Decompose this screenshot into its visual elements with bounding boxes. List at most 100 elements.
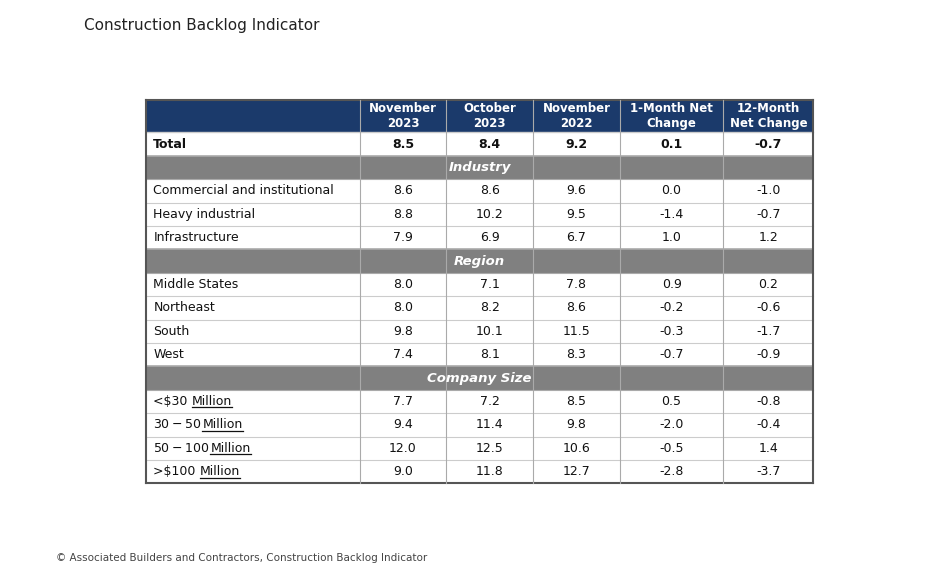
Text: November
2022: November 2022 <box>543 102 610 130</box>
Text: 0.0: 0.0 <box>662 185 681 198</box>
Text: >$100: >$100 <box>154 465 199 478</box>
Bar <box>146 343 813 367</box>
Text: 8.8: 8.8 <box>393 208 413 221</box>
Text: 1-Month Net
Change: 1-Month Net Change <box>630 102 713 130</box>
Bar <box>146 132 813 156</box>
Text: Total: Total <box>154 138 187 151</box>
Text: $30-$50: $30-$50 <box>154 418 202 431</box>
Bar <box>146 296 813 320</box>
Text: Heavy industrial: Heavy industrial <box>154 208 256 221</box>
Text: 7.7: 7.7 <box>393 395 413 408</box>
Bar <box>146 100 813 132</box>
Text: 1.0: 1.0 <box>662 231 681 244</box>
Text: 12.0: 12.0 <box>389 442 417 455</box>
Text: 11.8: 11.8 <box>475 465 504 478</box>
Text: Commercial and institutional: Commercial and institutional <box>154 185 334 198</box>
Text: 8.6: 8.6 <box>480 185 500 198</box>
Text: <$30: <$30 <box>154 395 192 408</box>
Text: -0.4: -0.4 <box>756 418 781 431</box>
Bar <box>146 179 813 203</box>
Text: -2.8: -2.8 <box>659 465 684 478</box>
Text: -1.7: -1.7 <box>756 325 781 338</box>
Text: -1.0: -1.0 <box>756 185 781 198</box>
Text: -0.7: -0.7 <box>754 138 782 151</box>
Text: Company Size: Company Size <box>428 372 532 384</box>
Text: 7.1: 7.1 <box>480 278 500 291</box>
Text: 8.4: 8.4 <box>478 138 501 151</box>
Text: November
2023: November 2023 <box>369 102 437 130</box>
Text: 11.4: 11.4 <box>475 418 504 431</box>
Text: 8.5: 8.5 <box>566 395 587 408</box>
Text: -0.7: -0.7 <box>756 208 781 221</box>
Text: 8.3: 8.3 <box>566 348 587 361</box>
Bar <box>146 249 813 273</box>
Text: 9.0: 9.0 <box>393 465 413 478</box>
Text: West: West <box>154 348 184 361</box>
Text: Million: Million <box>211 442 251 455</box>
Text: 0.5: 0.5 <box>662 395 681 408</box>
Bar <box>146 390 813 413</box>
Text: Million: Million <box>202 418 242 431</box>
Text: 11.5: 11.5 <box>563 325 591 338</box>
Text: 12.5: 12.5 <box>475 442 504 455</box>
Text: 8.1: 8.1 <box>480 348 500 361</box>
Text: $50-$100: $50-$100 <box>154 442 211 455</box>
Text: Northeast: Northeast <box>154 301 215 315</box>
Text: 9.6: 9.6 <box>566 185 586 198</box>
Text: 8.0: 8.0 <box>393 278 413 291</box>
Text: -0.8: -0.8 <box>756 395 781 408</box>
Text: 7.9: 7.9 <box>393 231 413 244</box>
Text: 7.2: 7.2 <box>480 395 500 408</box>
Text: -3.7: -3.7 <box>756 465 781 478</box>
Text: Million: Million <box>192 395 232 408</box>
Bar <box>146 413 813 437</box>
Text: 7.8: 7.8 <box>566 278 587 291</box>
Bar <box>146 437 813 460</box>
Text: 12-Month
Net Change: 12-Month Net Change <box>729 102 807 130</box>
Text: 10.2: 10.2 <box>475 208 504 221</box>
Text: South: South <box>154 325 189 338</box>
Bar <box>146 460 813 484</box>
Text: Region: Region <box>454 254 505 268</box>
Text: -0.2: -0.2 <box>659 301 684 315</box>
Text: 0.2: 0.2 <box>758 278 778 291</box>
Text: 8.2: 8.2 <box>480 301 500 315</box>
Text: Industry: Industry <box>448 161 511 174</box>
Bar <box>146 226 813 249</box>
Text: 8.5: 8.5 <box>392 138 414 151</box>
Text: -0.9: -0.9 <box>756 348 781 361</box>
Bar <box>146 156 813 179</box>
Bar <box>146 367 813 390</box>
Bar <box>146 320 813 343</box>
Text: 6.9: 6.9 <box>480 231 500 244</box>
Text: -0.7: -0.7 <box>659 348 684 361</box>
Text: Construction Backlog Indicator: Construction Backlog Indicator <box>84 18 320 33</box>
Text: 1.2: 1.2 <box>758 231 778 244</box>
Text: 1.4: 1.4 <box>758 442 778 455</box>
Text: 8.0: 8.0 <box>393 301 413 315</box>
Text: 9.8: 9.8 <box>393 325 413 338</box>
Text: 9.4: 9.4 <box>393 418 413 431</box>
Text: 10.1: 10.1 <box>475 325 504 338</box>
Text: 7.4: 7.4 <box>393 348 413 361</box>
Text: -2.0: -2.0 <box>659 418 684 431</box>
Text: Million: Million <box>199 465 240 478</box>
Text: 12.7: 12.7 <box>563 465 591 478</box>
Text: Infrastructure: Infrastructure <box>154 231 239 244</box>
Text: 9.2: 9.2 <box>565 138 588 151</box>
Text: 9.8: 9.8 <box>566 418 587 431</box>
Text: 8.6: 8.6 <box>566 301 587 315</box>
Text: 0.1: 0.1 <box>661 138 682 151</box>
Text: © Associated Builders and Contractors, Construction Backlog Indicator: © Associated Builders and Contractors, C… <box>56 553 428 563</box>
Text: 9.5: 9.5 <box>566 208 587 221</box>
Text: October
2023: October 2023 <box>463 102 516 130</box>
Text: 8.6: 8.6 <box>393 185 413 198</box>
Text: Middle States: Middle States <box>154 278 239 291</box>
Text: 10.6: 10.6 <box>563 442 591 455</box>
Bar <box>146 203 813 226</box>
Text: -0.3: -0.3 <box>659 325 684 338</box>
Text: -0.6: -0.6 <box>756 301 781 315</box>
Text: 6.7: 6.7 <box>566 231 587 244</box>
Bar <box>146 273 813 296</box>
Text: -1.4: -1.4 <box>660 208 683 221</box>
